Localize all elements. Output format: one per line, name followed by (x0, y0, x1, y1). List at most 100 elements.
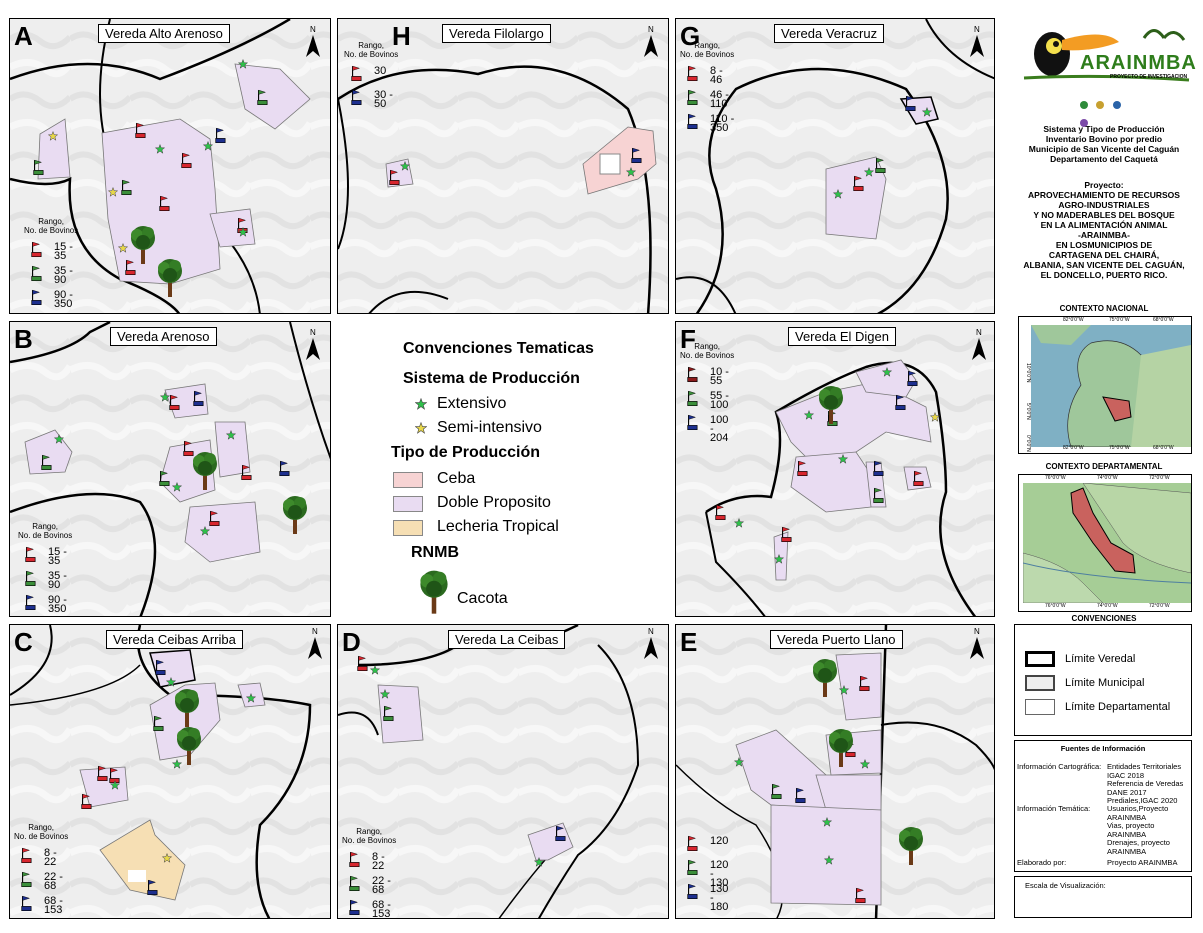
flag-marker (770, 783, 782, 799)
tree-marker (172, 687, 202, 727)
star-marker (930, 412, 940, 422)
panel-letter: C (14, 627, 33, 657)
star-marker (238, 227, 248, 237)
escala-label: Escala de Visualización: (1025, 881, 1106, 890)
flag-marker (852, 175, 864, 191)
north-arrow: N (308, 627, 324, 659)
flag-marker (40, 454, 52, 470)
flag-marker (794, 787, 806, 803)
legend-semi-intensivo: Semi-intensivo (437, 419, 542, 436)
tree-marker (174, 725, 204, 765)
limits-legend: Límite Veredal Límite Municipal Límite D… (1014, 624, 1192, 736)
flag-marker (630, 147, 642, 163)
map-b-canvas (10, 322, 330, 616)
flag-marker (214, 127, 226, 143)
semi-intensivo-star-icon (415, 422, 427, 434)
flag-marker (158, 470, 170, 486)
flag-marker (554, 825, 566, 841)
north-arrow: N (972, 328, 988, 360)
limite-departamental-swatch (1025, 699, 1055, 715)
panel-title: Vereda Arenoso (110, 327, 217, 346)
legend-cacota: Cacota (457, 590, 508, 607)
convenciones-label: CONVENCIONES (1071, 614, 1137, 623)
star-marker (833, 189, 843, 199)
logo-text: ARAINMBA (1080, 52, 1197, 74)
star-marker (922, 107, 932, 117)
contexto-departamental-label: CONTEXTO DEPARTAMENTAL (1045, 462, 1163, 471)
legend-rnmb-title: RNMB (411, 544, 459, 561)
flag-marker (780, 526, 792, 542)
flag-marker (180, 152, 192, 168)
project-logo: ARAINMBA PROYECTO DE INVESTIGACION (1014, 18, 1197, 90)
lecheria-swatch (393, 520, 423, 536)
star-marker (166, 677, 176, 687)
tree-marker (190, 450, 220, 490)
star-marker (860, 759, 870, 769)
flag-marker (356, 655, 368, 671)
star-marker (822, 817, 832, 827)
panel-title: Vereda Puerto Llano (770, 630, 903, 649)
panel-letter: B (14, 324, 33, 354)
flag-marker (858, 675, 870, 691)
flag-marker (388, 169, 400, 185)
star-marker (824, 855, 834, 865)
north-arrow: N (970, 25, 986, 57)
flag-marker (146, 879, 158, 895)
map-g-canvas (676, 19, 994, 313)
flag-marker (96, 765, 108, 781)
legend-lecheria: Lecheria Tropical (437, 518, 559, 535)
panel-title: Vereda El Digen (788, 327, 896, 346)
limite-municipal-swatch (1025, 675, 1055, 691)
partner-logo-icon (1080, 119, 1088, 127)
bovine-legend: Rango, No. de Bovinos 8 - 22 22 - 68 68 … (342, 827, 397, 919)
fuentes-title: Fuentes de Información (1060, 744, 1146, 753)
star-marker (110, 780, 120, 790)
star-marker (380, 689, 390, 699)
star-marker (626, 167, 636, 177)
tree-marker (896, 825, 926, 865)
flag-marker (256, 89, 268, 105)
toucan-logo-icon (1023, 29, 1190, 82)
panel-letter: A (14, 21, 33, 51)
flag-marker (872, 460, 884, 476)
star-marker (200, 526, 210, 536)
star-marker (370, 665, 380, 675)
star-marker (882, 367, 892, 377)
legend-extensivo: Extensivo (437, 395, 507, 412)
limite-departamental-label: Límite Departamental (1065, 701, 1171, 713)
partner-logo-icon (1080, 101, 1088, 109)
star-marker (838, 454, 848, 464)
star-marker (226, 430, 236, 440)
flag-marker (278, 460, 290, 476)
north-arrow: N (970, 627, 986, 659)
flag-marker (208, 510, 220, 526)
tree-marker (128, 224, 158, 264)
flag-marker (912, 470, 924, 486)
partner-logo-icon (1112, 101, 1121, 109)
star-marker (839, 685, 849, 695)
flag-marker (120, 179, 132, 195)
flag-marker (854, 887, 866, 903)
bovine-legend: Rango, No. de Bovinos 30 30 - 50 (344, 41, 399, 110)
panel-title: Vereda Filolargo (442, 24, 551, 43)
star-marker (108, 187, 118, 197)
star-marker (172, 482, 182, 492)
star-marker (734, 757, 744, 767)
map-panel-g: G Vereda Veracruz N Rango, No. de Bovino… (675, 18, 995, 314)
limite-veredal-label: Límite Veredal (1065, 653, 1136, 665)
north-arrow: N (644, 25, 660, 57)
escala-box: Escala de Visualización: (1014, 876, 1192, 918)
flag-marker (796, 460, 808, 476)
flag-marker (382, 705, 394, 721)
north-arrow: N (306, 25, 322, 57)
star-marker (160, 392, 170, 402)
flag-marker (904, 95, 916, 111)
star-marker (54, 434, 64, 444)
star-marker (774, 554, 784, 564)
flag-marker (80, 793, 92, 809)
panel-title: Vereda Veracruz (774, 24, 885, 43)
contexto-nacional-label: CONTEXTO NACIONAL (1059, 304, 1149, 313)
flag-marker (874, 157, 886, 173)
contexto-departamental-map: 76°0'0"W 74°0'0"W 72°0'0"W 76°0'0"W 74°0… (1018, 474, 1192, 612)
flag-marker (158, 195, 170, 211)
